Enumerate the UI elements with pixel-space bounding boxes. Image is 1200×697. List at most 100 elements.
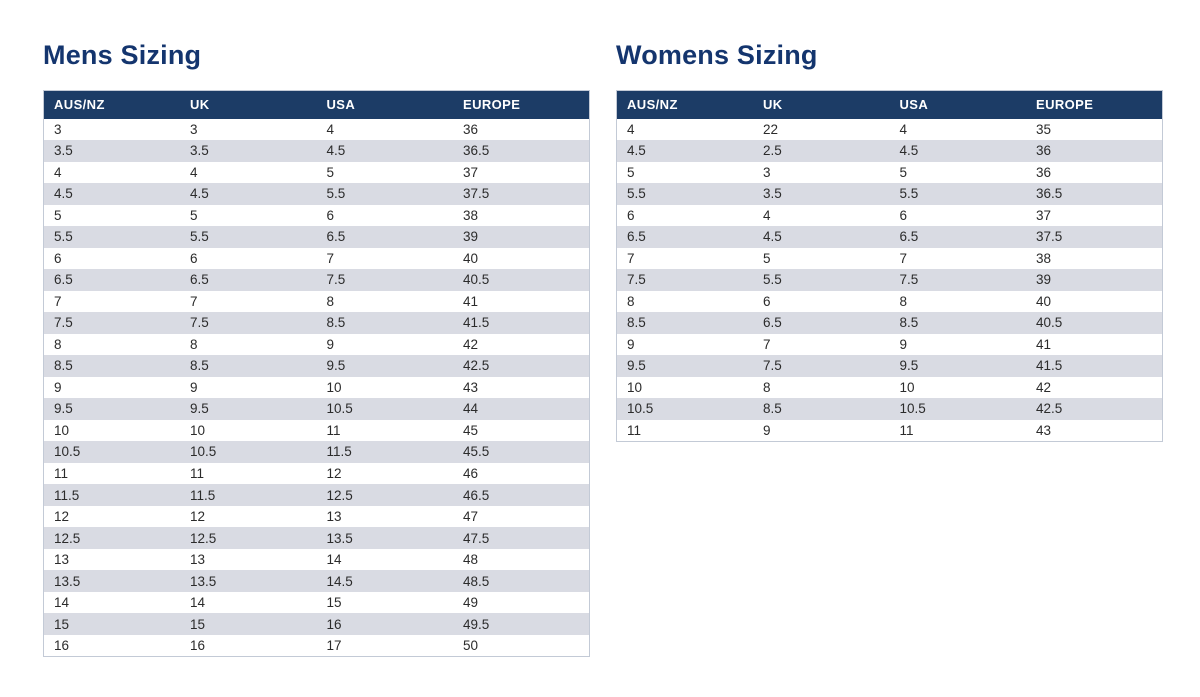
table-cell: 16 (54, 637, 70, 653)
table-cell: 6 (326, 207, 335, 223)
table-cell: 4 (190, 164, 198, 180)
table-row: 4.5 4.5 5.5 37.5 (43, 183, 590, 205)
table-cell: 7 (627, 250, 635, 266)
table-cell: 6 (54, 250, 62, 266)
table-cell: 9.5 (627, 358, 646, 374)
table-cell: 35 (1036, 121, 1052, 137)
table-cell: 48.5 (463, 573, 490, 589)
table-cell: 5.5 (326, 186, 346, 202)
table-cell: 12.5 (326, 487, 353, 503)
table-cell: 6.5 (763, 315, 782, 331)
table-cell: 6 (627, 207, 635, 223)
table-cell: 8.5 (190, 358, 209, 374)
table-row: 9 7 9 41 (616, 333, 1163, 356)
table-row: 13.5 13.5 14.5 48.5 (43, 570, 590, 592)
table-row: 8.5 6.5 8.5 40.5 (616, 312, 1163, 334)
womens-sizing-section: Womens Sizing AUS/NZ UK USA EUROPE 4 22 4 35 4.5… (616, 0, 1163, 697)
table-cell: 49 (463, 595, 479, 611)
table-cell: 7 (326, 250, 335, 266)
table-cell: 7.5 (763, 358, 782, 374)
table-row: 4.5 2.5 4.5 36 (616, 140, 1163, 162)
table-cell: 5.5 (763, 272, 782, 288)
table-cell: 41 (1036, 336, 1052, 352)
table-cell: 5 (190, 207, 198, 223)
table-row: 10 10 11 45 (43, 419, 590, 442)
table-cell: 13 (190, 552, 206, 568)
table-cell: 7.5 (627, 272, 646, 288)
table-row: 6.5 6.5 7.5 40.5 (43, 269, 590, 291)
table-cell: 4 (326, 121, 335, 137)
table-cell: 40.5 (1036, 315, 1063, 331)
table-cell: 8.5 (54, 358, 73, 374)
table-cell: 5 (627, 164, 635, 180)
table-cell: 8 (627, 293, 635, 309)
table-row: 6.5 4.5 6.5 37.5 (616, 226, 1163, 248)
table-row: 7 7 8 41 (43, 290, 590, 313)
table-cell: 37 (463, 164, 479, 180)
table-cell: 4 (54, 164, 62, 180)
column-header: AUS/NZ (616, 90, 753, 119)
column-header: USA (316, 90, 453, 119)
table-row: 12.5 12.5 13.5 47.5 (43, 527, 590, 549)
table-cell: 14 (326, 552, 342, 568)
table-cell: 6.5 (190, 272, 209, 288)
column-header: UK (753, 90, 890, 119)
table-cell: 5.5 (627, 186, 646, 202)
table-cell: 6.5 (899, 229, 919, 245)
table-cell: 38 (1036, 250, 1052, 266)
table-cell: 47 (463, 509, 479, 525)
table-cell: 11 (54, 466, 69, 481)
table-cell: 13.5 (326, 530, 353, 546)
table-cell: 36 (1036, 143, 1052, 159)
column-header: AUS/NZ (43, 90, 180, 119)
mens-sizing-section: Mens Sizing AUS/NZ UK USA EUROPE 3 3 4 36 3.5 3.5… (43, 0, 590, 697)
table-cell: 42.5 (463, 358, 490, 374)
table-cell: 9.5 (54, 401, 73, 417)
table-cell: 37.5 (1036, 229, 1063, 245)
table-cell: 4.5 (190, 186, 209, 202)
table-cell: 11 (190, 466, 205, 481)
table-cell: 6 (899, 207, 908, 223)
table-cell: 10 (899, 379, 915, 395)
mens-sizing-title: Mens Sizing (43, 40, 202, 70)
table-cell: 3 (190, 121, 198, 137)
table-cell: 4.5 (54, 186, 73, 202)
table-row: 3 3 4 36 (43, 118, 590, 141)
table-cell: 7 (190, 293, 198, 309)
table-cell: 43 (463, 379, 479, 395)
table-row: 16 16 17 50 (43, 634, 590, 657)
table-row: 14 14 15 49 (43, 591, 590, 614)
table-cell: 8 (54, 336, 62, 352)
table-cell: 9 (54, 379, 62, 395)
table-cell: 9 (763, 422, 771, 438)
table-row: 7.5 7.5 8.5 41.5 (43, 312, 590, 334)
table-row: 6 4 6 37 (616, 204, 1163, 227)
table-cell: 43 (1036, 422, 1052, 438)
table-cell: 36.5 (1036, 186, 1063, 202)
table-cell: 12 (326, 466, 342, 481)
table-cell: 17 (326, 637, 342, 653)
table-cell: 5 (54, 207, 62, 223)
table-cell: 14 (54, 595, 70, 611)
mens-sizing-table: AUS/NZ UK USA EUROPE 3 3 4 36 3.5 3.5 4.5 36.5 4 4 5 37… (43, 90, 590, 657)
table-row: 10.5 10.5 11.5 45.5 (43, 441, 590, 463)
table-cell: 15 (190, 616, 206, 632)
table-cell: 8 (190, 336, 198, 352)
womens-header-row: AUS/NZ UK USA EUROPE (616, 90, 1163, 119)
table-cell: 37.5 (463, 186, 490, 202)
table-cell: 7 (899, 250, 908, 266)
table-row: 6 6 7 40 (43, 247, 590, 270)
table-cell: 46.5 (463, 487, 490, 503)
table-cell: 10.5 (190, 444, 217, 460)
table-cell: 10 (627, 379, 643, 395)
table-cell: 8.5 (326, 315, 346, 331)
table-cell: 8.5 (627, 315, 646, 331)
table-row: 5 3 5 36 (616, 161, 1163, 184)
table-cell: 5.5 (54, 229, 73, 245)
table-cell: 3.5 (54, 143, 73, 159)
table-cell: 16 (326, 616, 342, 632)
table-row: 11.5 11.5 12.5 46.5 (43, 484, 590, 506)
table-cell: 7.5 (54, 315, 73, 331)
table-row: 13 13 14 48 (43, 548, 590, 571)
table-cell: 8 (899, 293, 908, 309)
